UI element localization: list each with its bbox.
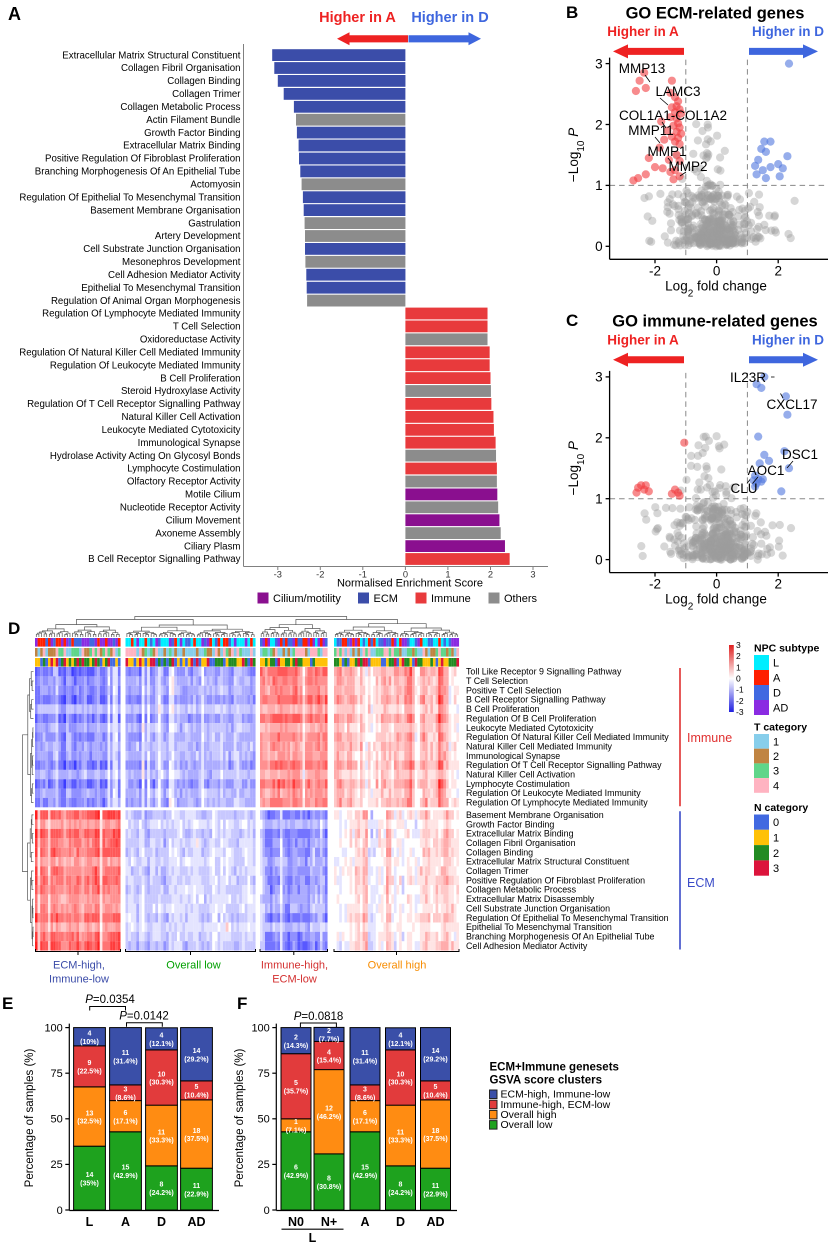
svg-text:2: 2 <box>774 263 782 278</box>
svg-text:Lymphocyte Costimulation: Lymphocyte Costimulation <box>127 464 240 475</box>
svg-text:Nucleotide Receptor Activity: Nucleotide Receptor Activity <box>120 503 241 514</box>
svg-text:Normalised Enrichment Score: Normalised Enrichment Score <box>337 578 483 590</box>
svg-text:-2: -2 <box>316 570 324 580</box>
svg-text:Hydrolase Activity Acting On G: Hydrolase Activity Acting On Glycosyl Bo… <box>50 451 241 462</box>
svg-text:Extracellular Matrix Binding: Extracellular Matrix Binding <box>123 141 240 152</box>
svg-text:Actomyosin: Actomyosin <box>190 180 240 191</box>
svg-text:Cilium/motility: Cilium/motility <box>273 593 341 605</box>
svg-text:2: 2 <box>595 117 603 132</box>
svg-text:3: 3 <box>595 370 603 385</box>
svg-text:Leukocyte Mediated Cytotoxicit: Leukocyte Mediated Cytotoxicity <box>102 425 241 436</box>
svg-text:Regulation Of T Cell Receptor: Regulation Of T Cell Receptor Signalling… <box>27 399 241 410</box>
svg-text:B Cell Proliferation: B Cell Proliferation <box>160 373 240 384</box>
svg-text:MMP13: MMP13 <box>619 61 666 76</box>
svg-text:Regulation Of Epithelial To Me: Regulation Of Epithelial To Mesenchymal … <box>19 192 240 203</box>
svg-text:0: 0 <box>595 239 603 254</box>
svg-text:CXCL17: CXCL17 <box>766 397 817 412</box>
svg-text:2: 2 <box>774 577 782 592</box>
svg-text:IL23R: IL23R <box>730 370 766 385</box>
svg-text:Axoneme Assembly: Axoneme Assembly <box>155 528 240 539</box>
svg-text:DSC1: DSC1 <box>782 447 818 462</box>
svg-text:Immunological Synapse: Immunological Synapse <box>138 438 241 449</box>
svg-text:Collagen Binding: Collagen Binding <box>167 76 240 87</box>
svg-text:B Cell Receptor Signalling Pat: B Cell Receptor Signalling Pathway <box>88 554 241 565</box>
svg-text:3: 3 <box>595 56 603 71</box>
svg-text:Regulation Of Leukocyte Mediat: Regulation Of Leukocyte Mediated Immunit… <box>50 360 241 371</box>
svg-text:C: C <box>566 311 578 330</box>
svg-text:Regulation Of Animal Organ Mor: Regulation Of Animal Organ Morphogenesis <box>51 296 241 307</box>
svg-text:Cilium Movement: Cilium Movement <box>166 515 241 526</box>
svg-text:Regulation Of Lymphocyte Media: Regulation Of Lymphocyte Mediated Immuni… <box>42 309 240 320</box>
svg-text:0: 0 <box>713 263 721 278</box>
svg-text:Cell Adhesion Mediator Activit: Cell Adhesion Mediator Activity <box>108 270 241 281</box>
svg-text:AOC1: AOC1 <box>748 463 785 478</box>
svg-text:Regulation Of Natural Killer C: Regulation Of Natural Killer Cell Mediat… <box>19 348 240 359</box>
svg-text:Branching Morphogenesis Of An: Branching Morphogenesis Of An Epithelial… <box>35 167 241 178</box>
svg-text:Basement Membrane Organisation: Basement Membrane Organisation <box>90 205 240 216</box>
svg-text:1: 1 <box>595 492 603 507</box>
svg-text:Higher in A: Higher in A <box>607 333 679 348</box>
svg-text:Ciliary Plasm: Ciliary Plasm <box>184 541 241 552</box>
svg-text:LAMC3: LAMC3 <box>655 84 700 99</box>
svg-text:Gastrulation: Gastrulation <box>188 218 240 229</box>
svg-text:2: 2 <box>488 570 493 580</box>
svg-text:D: D <box>8 619 20 638</box>
svg-text:A: A <box>8 4 21 24</box>
svg-text:Actin Filament Bundle: Actin Filament Bundle <box>146 115 240 126</box>
svg-text:MMP1: MMP1 <box>647 144 686 159</box>
svg-text:Mesonephros Development: Mesonephros Development <box>122 257 241 268</box>
svg-text:Collagen Fibril Organisation: Collagen Fibril Organisation <box>121 63 241 74</box>
svg-text:GO immune-related genes: GO immune-related genes <box>612 313 817 331</box>
svg-text:Collagen Metabolic Process: Collagen Metabolic Process <box>120 102 240 113</box>
svg-text:1: 1 <box>595 178 603 193</box>
svg-text:Motile Cilium: Motile Cilium <box>185 490 240 501</box>
svg-text:MMP11: MMP11 <box>628 123 674 138</box>
svg-text:Others: Others <box>504 593 538 605</box>
svg-text:2: 2 <box>595 431 603 446</box>
svg-text:Higher in A: Higher in A <box>319 10 396 26</box>
svg-text:-2: -2 <box>649 577 661 592</box>
svg-text:Higher in A: Higher in A <box>607 24 679 39</box>
svg-text:GO ECM-related genes: GO ECM-related genes <box>626 5 805 23</box>
svg-text:T Cell Selection: T Cell Selection <box>173 322 241 333</box>
svg-text:Growth Factor Binding: Growth Factor Binding <box>144 128 240 139</box>
svg-text:Natural Killer Cell Activation: Natural Killer Cell Activation <box>122 412 241 423</box>
svg-text:Extracellular Matrix Structura: Extracellular Matrix Structural Constitu… <box>62 50 241 61</box>
svg-text:CLU: CLU <box>730 481 757 496</box>
svg-text:3: 3 <box>530 570 535 580</box>
svg-text:B: B <box>566 3 578 22</box>
svg-text:COL1A1-COL1A2: COL1A1-COL1A2 <box>619 108 727 123</box>
svg-text:Epithelial To Mesenchymal Tran: Epithelial To Mesenchymal Transition <box>81 283 240 294</box>
svg-text:Olfactory Receptor Activity: Olfactory Receptor Activity <box>127 477 241 488</box>
svg-text:Immune: Immune <box>431 593 471 605</box>
svg-text:Artery Development: Artery Development <box>155 231 241 242</box>
svg-text:ECM: ECM <box>374 593 398 605</box>
svg-text:Cell Substrate Junction Organi: Cell Substrate Junction Organisation <box>83 244 240 255</box>
svg-text:MMP2: MMP2 <box>668 159 707 174</box>
svg-text:Higher in D: Higher in D <box>411 10 488 26</box>
svg-text:Steroid Hydroxylase Activity: Steroid Hydroxylase Activity <box>121 386 241 397</box>
svg-text:-2: -2 <box>649 263 661 278</box>
svg-text:Higher in D: Higher in D <box>752 24 824 39</box>
svg-text:0: 0 <box>713 577 721 592</box>
svg-text:Higher in D: Higher in D <box>752 333 824 348</box>
svg-text:Collagen Trimer: Collagen Trimer <box>172 89 241 100</box>
svg-text:-3: -3 <box>274 570 282 580</box>
svg-text:0: 0 <box>595 552 603 567</box>
svg-text:Positive Regulation Of Fibrobl: Positive Regulation Of Fibroblast Prolif… <box>45 154 240 165</box>
svg-text:Oxidoreductase Activity: Oxidoreductase Activity <box>140 335 241 346</box>
